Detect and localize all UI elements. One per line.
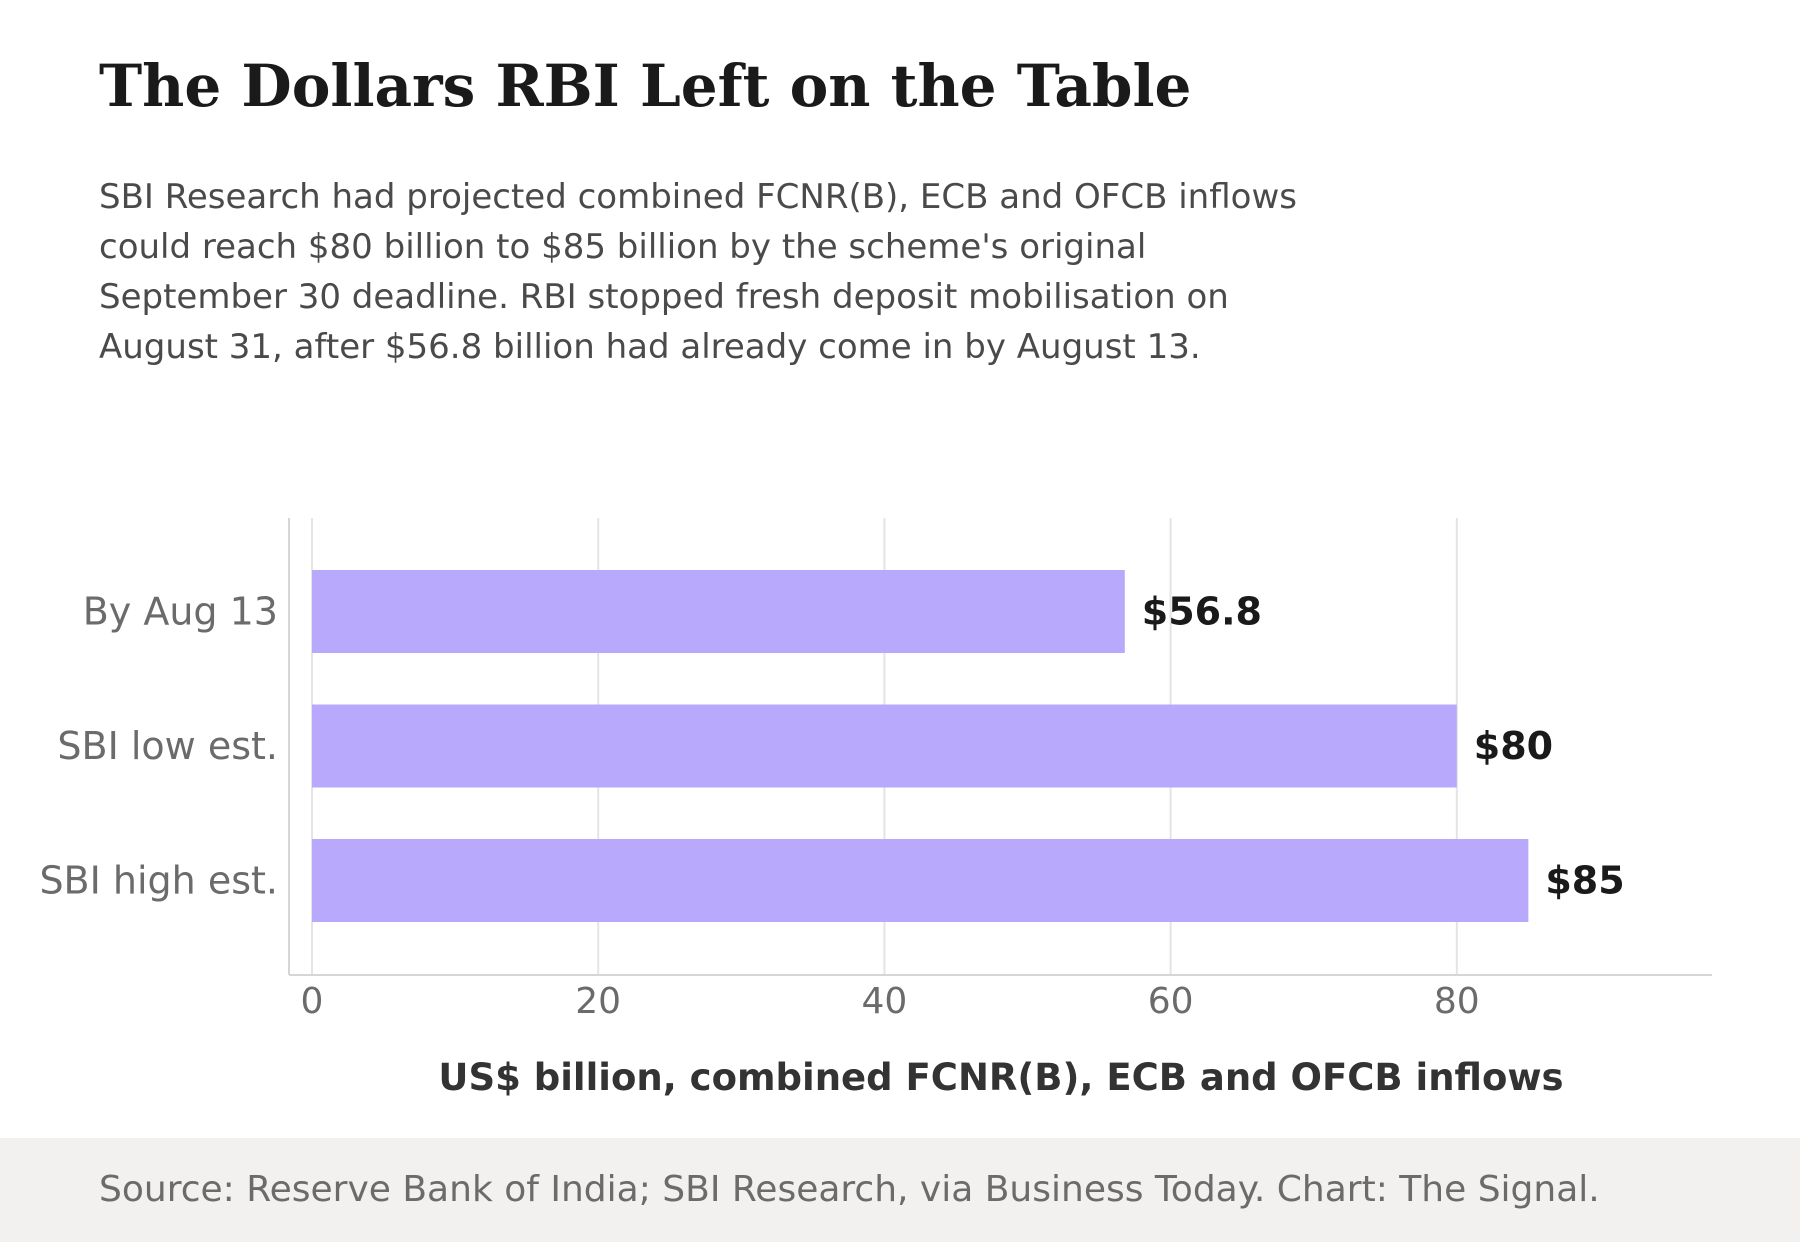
- x-tick-label: 40: [861, 981, 907, 1022]
- subtitle-line: August 31, after $56.8 billion had alrea…: [99, 327, 1201, 367]
- category-labels: By Aug 13 SBI low est. SBI high est.: [39, 590, 278, 903]
- chart-title: The Dollars RBI Left on the Table: [99, 52, 1192, 120]
- x-tick-labels: 0 20 40 60 80: [301, 981, 1480, 1022]
- value-label: $80: [1474, 724, 1553, 768]
- bars: [312, 570, 1529, 922]
- subtitle-line: September 30 deadline. RBI stopped fresh…: [99, 277, 1229, 317]
- footer: Source: Reserve Bank of India; SBI Resea…: [0, 1138, 1800, 1242]
- x-tick-label: 20: [575, 981, 621, 1022]
- category-label: SBI low est.: [57, 724, 278, 768]
- source-note: Source: Reserve Bank of India; SBI Resea…: [99, 1169, 1600, 1210]
- bar: [312, 839, 1529, 922]
- x-tick-label: 80: [1434, 981, 1480, 1022]
- bar: [312, 570, 1125, 653]
- subtitle-line: SBI Research had projected combined FCNR…: [99, 177, 1297, 217]
- x-tick-label: 60: [1148, 981, 1194, 1022]
- x-tick-label: 0: [301, 981, 324, 1022]
- subtitle-line: could reach $80 billion to $85 billion b…: [99, 227, 1147, 267]
- value-label: $85: [1545, 859, 1624, 903]
- value-labels: $56.8 $80 $85: [1142, 590, 1625, 903]
- chart-subtitle: SBI Research had projected combined FCNR…: [99, 172, 1429, 372]
- category-label: SBI high est.: [39, 859, 278, 903]
- bar: [312, 704, 1457, 788]
- category-label: By Aug 13: [83, 590, 278, 634]
- x-axis-title: US$ billion, combined FCNR(B), ECB and O…: [438, 1056, 1563, 1099]
- value-label: $56.8: [1142, 590, 1262, 634]
- bar-chart: $56.8 $80 $85 By Aug 13 SBI low est. SBI hig…: [39, 518, 1712, 1099]
